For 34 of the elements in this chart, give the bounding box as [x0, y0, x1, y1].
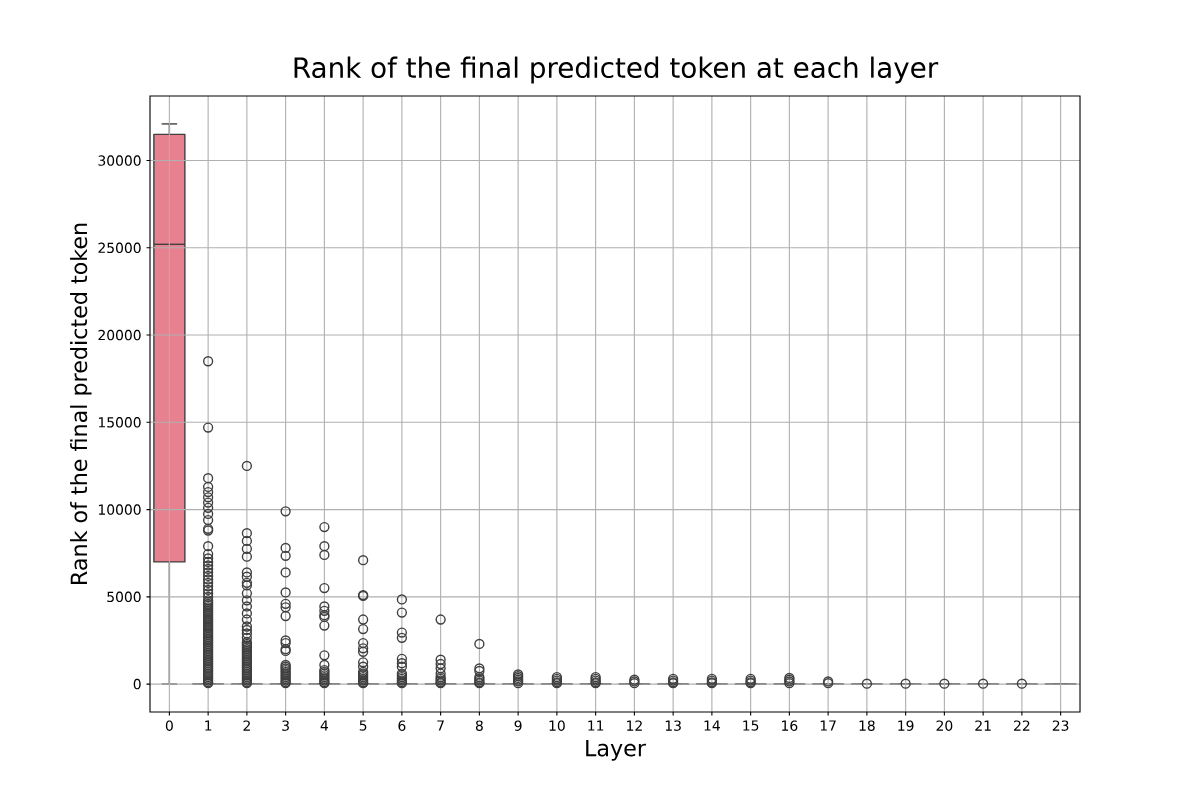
x-tick-label: 6 — [398, 720, 406, 731]
y-tick-label: 25000 — [98, 242, 141, 254]
x-tick-label: 8 — [475, 720, 483, 731]
y-tick-label: 10000 — [98, 504, 141, 515]
x-tick-label: 4 — [320, 720, 329, 731]
x-tick-label: 23 — [1052, 720, 1069, 731]
x-tick-label: 18 — [859, 720, 875, 731]
x-tick-label: 0 — [165, 720, 173, 731]
y-tick-label: 15000 — [98, 417, 141, 428]
x-tick-label: 7 — [437, 720, 444, 731]
x-tick-label: 17 — [820, 720, 836, 731]
x-tick-label: 10 — [549, 720, 565, 731]
x-tick-label: 12 — [627, 720, 642, 731]
x-tick-label: 20 — [936, 720, 953, 731]
y-tick-label: 5000 — [107, 591, 141, 603]
chart-title: Rank of the final predicted token at each layer — [294, 56, 939, 84]
x-tick-label: 3 — [282, 720, 289, 731]
x-tick-label: 2 — [243, 720, 250, 731]
x-tick-label: 19 — [898, 720, 914, 731]
x-tick-label: 9 — [514, 720, 522, 731]
y-tick-label: 30000 — [98, 155, 141, 166]
x-axis-title: Layer — [586, 739, 646, 761]
x-tick-label: 16 — [782, 720, 798, 731]
y-axis-title: Rank of the final predicted token — [70, 223, 92, 584]
x-tick-label: 22 — [1014, 720, 1030, 731]
x-tick-label: 21 — [975, 720, 991, 731]
x-tick-label: 1 — [205, 720, 212, 731]
x-tick-label: 15 — [743, 720, 759, 731]
y-tick-label: 20000 — [98, 329, 141, 341]
y-tick-label: 0 — [133, 678, 141, 690]
x-tick-label: 13 — [665, 720, 681, 731]
x-tick-label: 11 — [588, 720, 604, 731]
x-tick-label: 5 — [359, 720, 367, 731]
x-tick-label: 14 — [704, 720, 720, 731]
